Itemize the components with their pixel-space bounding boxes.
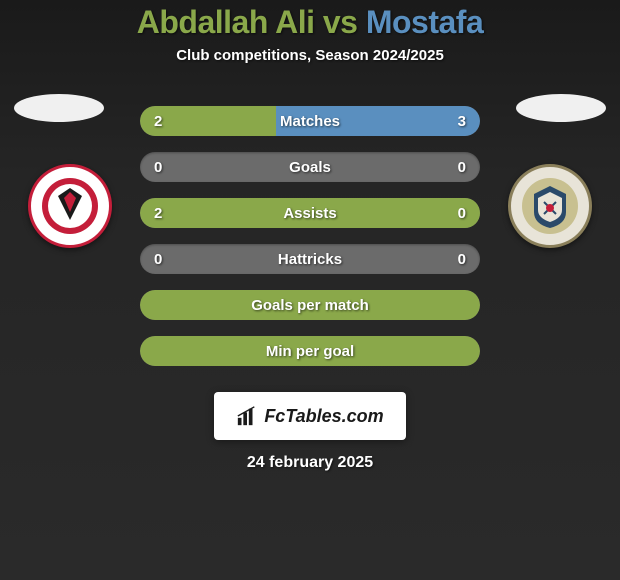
stat-label: Goals per match — [140, 297, 480, 314]
club-badge-right — [508, 164, 592, 248]
header: Abdallah Ali vs Mostafa Club competition… — [0, 0, 620, 64]
stat-row: Hattricks0 0 — [140, 244, 480, 274]
player2-photo-placeholder — [516, 94, 606, 122]
stat-label: Matches — [140, 113, 480, 130]
al-ahly-crest-icon — [40, 176, 100, 236]
vs-label: vs — [323, 4, 358, 40]
brand-label: FcTables.com — [264, 406, 383, 427]
stat-value-left: 0 — [154, 251, 162, 268]
comparison-panel: Matches23Goals00Assists20Hattricks00Goal… — [0, 94, 620, 374]
stat-value-right: 0 — [458, 205, 466, 222]
page-title: Abdallah Ali vs Mostafa — [0, 4, 620, 41]
date-label: 24 february 2025 — [0, 454, 620, 472]
stat-value-right: 3 — [458, 113, 466, 130]
player1-name: Abdallah Ali — [137, 4, 315, 40]
haras-crest-icon — [520, 176, 580, 236]
subtitle: Club competitions, Season 2024/2025 — [0, 47, 620, 64]
stat-value-left: 2 — [154, 205, 162, 222]
stats-list: Matches23Goals00Assists20Hattricks00Goal… — [140, 106, 480, 382]
stat-row: Min per goal — [140, 336, 480, 366]
stat-row: Goals per match — [140, 290, 480, 320]
club-badge-left — [28, 164, 112, 248]
stat-row: Matches2 3 — [140, 106, 480, 136]
bar-chart-icon — [236, 405, 258, 427]
stat-label: Goals — [140, 159, 480, 176]
stat-value-left: 2 — [154, 113, 162, 130]
stat-label: Hattricks — [140, 251, 480, 268]
stat-label: Assists — [140, 205, 480, 222]
stat-label: Min per goal — [140, 343, 480, 360]
player2-name: Mostafa — [366, 4, 483, 40]
stat-row: Goals0 0 — [140, 152, 480, 182]
brand-badge[interactable]: FcTables.com — [214, 392, 406, 440]
stat-value-left: 0 — [154, 159, 162, 176]
player1-photo-placeholder — [14, 94, 104, 122]
stat-value-right: 0 — [458, 251, 466, 268]
stat-value-right: 0 — [458, 159, 466, 176]
stat-row: Assists2 0 — [140, 198, 480, 228]
